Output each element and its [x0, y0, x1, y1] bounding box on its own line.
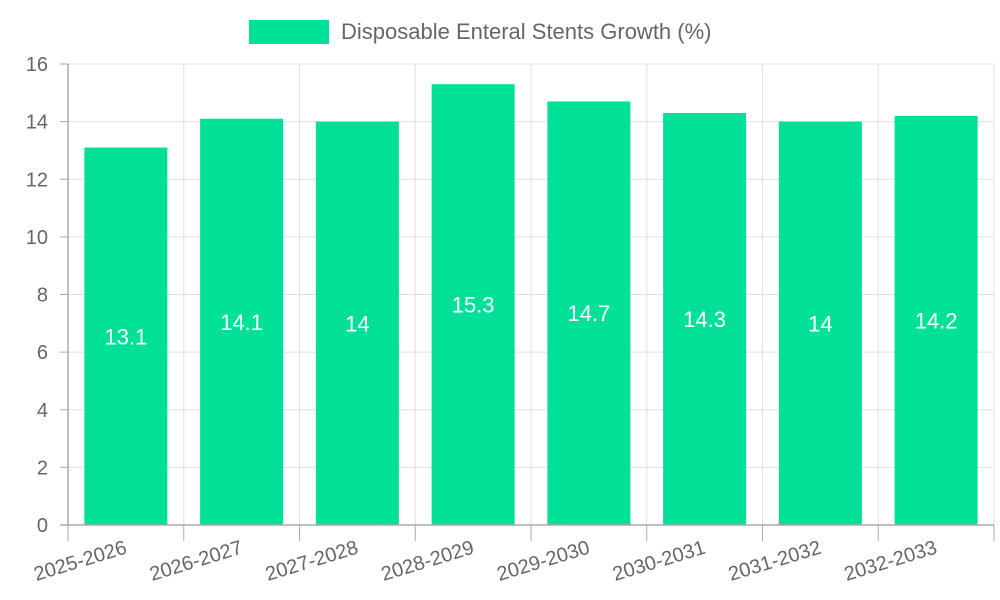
bar-value-label: 14.3 [683, 307, 726, 332]
x-tick-label: 2026-2027 [147, 537, 245, 586]
bar[interactable] [547, 101, 631, 526]
bars [84, 84, 978, 526]
y-tick-label: 10 [26, 227, 48, 249]
y-tick-label: 2 [37, 457, 48, 479]
bar-value-label: 14 [345, 311, 369, 336]
bar-value-label: 15.3 [452, 293, 495, 318]
bar-value-label: 13.1 [104, 324, 147, 349]
bar-value-label: 14.1 [220, 310, 263, 335]
bar-value-label: 14.7 [567, 301, 610, 326]
legend-swatch [249, 20, 329, 44]
legend[interactable]: Disposable Enteral Stents Growth (%) [249, 19, 712, 44]
y-tick-label: 16 [26, 54, 48, 76]
x-tick-label: 2032-2033 [842, 537, 940, 586]
bar[interactable] [663, 112, 747, 525]
axes [60, 63, 995, 541]
legend-label: Disposable Enteral Stents Growth (%) [341, 19, 712, 44]
y-tick-label: 8 [37, 285, 48, 307]
x-tick-label: 2028-2029 [379, 537, 477, 586]
y-tick-label: 14 [26, 112, 48, 134]
x-tick-label: 2027-2028 [263, 537, 361, 586]
bar-value-label: 14 [808, 311, 832, 336]
bar[interactable] [315, 121, 399, 525]
x-tick-label: 2029-2030 [494, 537, 592, 586]
bar[interactable] [200, 118, 284, 526]
bar[interactable] [84, 147, 168, 525]
y-tick-label: 6 [37, 342, 48, 364]
y-tick-label: 12 [26, 169, 48, 191]
x-tick-label: 2031-2032 [726, 537, 824, 586]
y-tick-label: 0 [37, 515, 48, 537]
bar[interactable] [778, 121, 862, 525]
x-tick-label: 2030-2031 [610, 537, 708, 586]
y-tick-label: 4 [37, 400, 48, 422]
x-tick-label: 2025-2026 [31, 537, 129, 586]
bar-value-label: 14.2 [915, 308, 958, 333]
bar[interactable] [894, 115, 978, 526]
bar[interactable] [431, 84, 515, 525]
